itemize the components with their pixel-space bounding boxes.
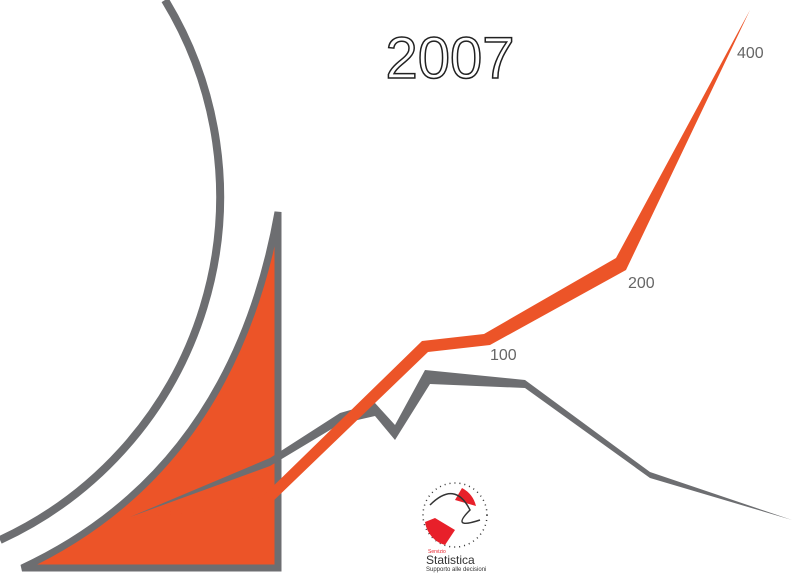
- title: 2007: [385, 26, 514, 91]
- label: 200: [628, 275, 655, 292]
- logo-tagline: Supporto alle decisioni: [426, 567, 486, 573]
- logo-wedge: [425, 518, 455, 545]
- label: 400: [737, 45, 764, 62]
- logo: Servizio Statistica Supporto alle decisi…: [423, 483, 487, 573]
- red-area: [22, 212, 278, 568]
- label: 100: [490, 347, 517, 364]
- logo-name: Statistica: [426, 553, 475, 567]
- cover: 2007 400 200 100 Servizio Statistica Sup…: [0, 0, 792, 575]
